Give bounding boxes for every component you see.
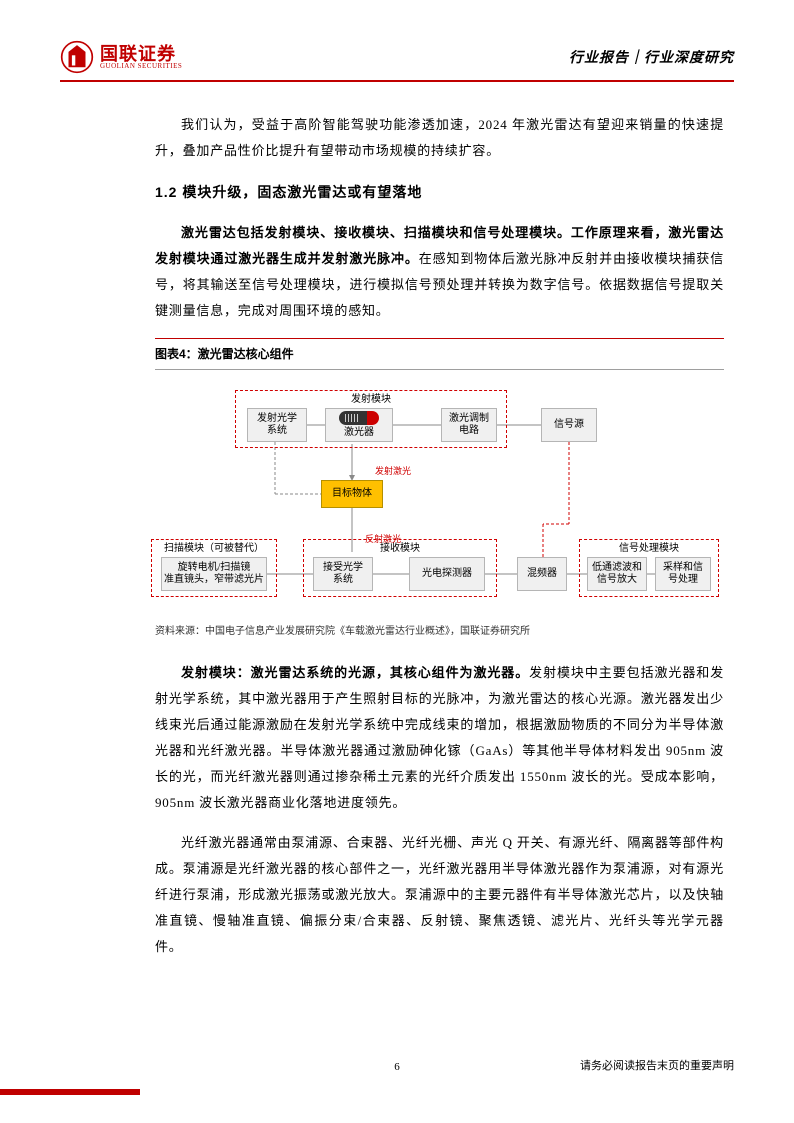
node-mixer: 混频器: [517, 557, 567, 591]
footer: 6 请务必阅读报告末页的重要声明: [60, 1051, 734, 1073]
logo: 国联证券 GUOLIAN SECURITIES: [60, 40, 182, 74]
node-photo_det: 光电探测器: [409, 557, 485, 591]
page-number: 6: [394, 1061, 400, 1073]
group-label-scan: 扫描模块（可被替代）: [164, 539, 264, 559]
logo-text-cn: 国联证券: [100, 45, 182, 63]
node-recv_optics: 接受光学 系统: [313, 557, 373, 591]
edge-label-refl_light: 反射激光: [365, 530, 401, 548]
node-sample_proc: 采样和信 号处理: [655, 557, 711, 591]
node-emit_optics: 发射光学 系统: [247, 408, 307, 442]
section-title-1-2: 1.2 模块升级，固态激光雷达或有望落地: [155, 178, 724, 206]
header: 国联证券 GUOLIAN SECURITIES 行业报告｜行业深度研究: [60, 40, 734, 82]
para-4: 光纤激光器通常由泵浦源、合束器、光纤光栅、声光 Q 开关、有源光纤、隔离器等部件…: [155, 830, 724, 960]
group-label-emit: 发射模块: [351, 390, 391, 410]
para-1: 我们认为，受益于高阶智能驾驶功能渗透加速，2024 年激光雷达有望迎来销量的快速…: [155, 112, 724, 164]
para-3-rest: 发射模块中主要包括激光器和发射光学系统，其中激光器用于产生照射目标的光脉冲，为激…: [155, 665, 724, 810]
figure-4-diagram: 发射模块扫描模块（可被替代）接收模块信号处理模块发射光学 系统激光器激光调制 电…: [155, 370, 724, 618]
node-sig_src: 信号源: [541, 408, 597, 442]
content: 我们认为，受益于高阶智能驾驶功能渗透加速，2024 年激光雷达有望迎来销量的快速…: [155, 112, 724, 1051]
edge-label-emit_light: 发射激光: [375, 462, 411, 480]
para-2: 激光雷达包括发射模块、接收模块、扫描模块和信号处理模块。工作原理来看，激光雷达发…: [155, 220, 724, 324]
node-laser_mod: 激光调制 电路: [441, 408, 497, 442]
logo-icon: [60, 40, 94, 74]
figure-4-title: 图表4：激光雷达核心组件: [155, 338, 724, 370]
footer-disclaimer: 请务必阅读报告末页的重要声明: [580, 1057, 734, 1073]
group-label-proc: 信号处理模块: [619, 539, 679, 559]
node-filter_amp: 低通滤波和 信号放大: [587, 557, 647, 591]
node-target: 目标物体: [321, 480, 383, 508]
logo-text-en: GUOLIAN SECURITIES: [100, 63, 182, 70]
figure-4-source: 资料来源：中国电子信息产业发展研究院《车载激光雷达行业概述》，国联证券研究所: [155, 622, 724, 642]
node-scan_box: 旋转电机/扫描镜 准直镜头，窄带滤光片: [161, 557, 267, 591]
para-3-bold: 发射模块：激光雷达系统的光源，其核心组件为激光器。: [181, 665, 529, 680]
node-laser: 激光器: [325, 408, 393, 442]
report-type: 行业报告｜行业深度研究: [569, 47, 734, 67]
footer-red-bar: [0, 1089, 140, 1095]
para-3: 发射模块：激光雷达系统的光源，其核心组件为激光器。发射模块中主要包括激光器和发射…: [155, 660, 724, 816]
